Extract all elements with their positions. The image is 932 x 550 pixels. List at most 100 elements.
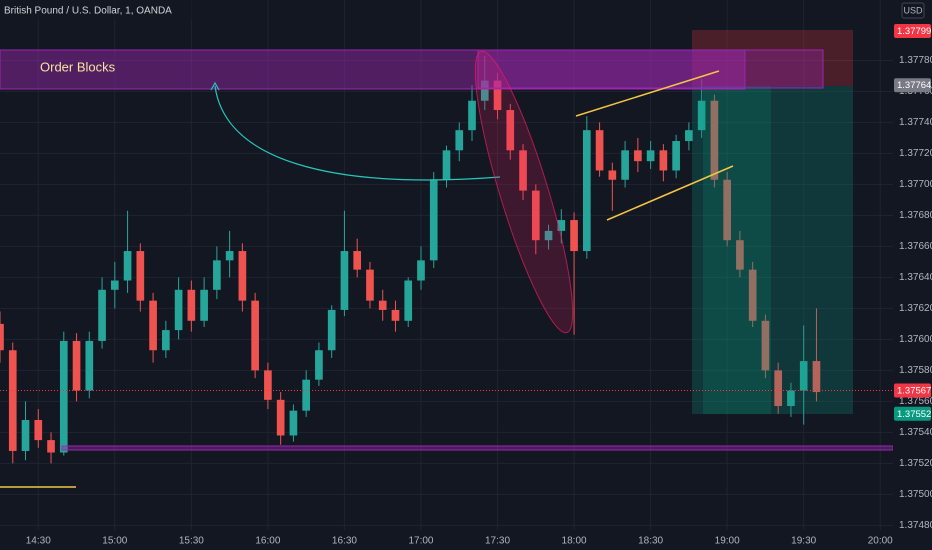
annotation: Order Blocks	[40, 59, 116, 74]
candle-body	[289, 410, 298, 436]
order-block-2	[477, 49, 824, 89]
candle-body	[327, 309, 336, 351]
currency: USD	[903, 5, 923, 15]
target-zone-inner	[703, 86, 771, 414]
x-tick-label: 19:30	[791, 536, 816, 547]
candle-body	[174, 289, 183, 331]
candle-body	[0, 323, 4, 351]
candle-body	[493, 80, 502, 111]
currency-box	[901, 2, 925, 19]
x-tick-label: 15:30	[179, 536, 204, 547]
ellipse	[474, 50, 574, 334]
candles	[0, 55, 821, 464]
stop-zone	[692, 30, 853, 86]
x-tick-label: 16:00	[255, 536, 280, 547]
candle-body	[799, 361, 808, 391]
candle-body	[812, 361, 821, 393]
x-tick-label: 14:30	[26, 536, 51, 547]
x-tick-label: 17:00	[408, 536, 433, 547]
candle-body	[149, 300, 157, 351]
x-tick-label: 20:00	[868, 536, 893, 547]
candle-body	[162, 330, 170, 351]
price-badge	[894, 383, 931, 398]
candle-body	[353, 251, 362, 270]
candle-body	[544, 230, 553, 241]
candle-body	[634, 150, 642, 162]
y-tick-label: 1.37640	[899, 272, 932, 283]
candle-body	[378, 300, 387, 310]
candle-body	[710, 100, 719, 180]
y-tick-label: 1.37620	[899, 303, 932, 314]
candle-body	[136, 251, 145, 301]
price-badge-label: 1.37799	[897, 26, 931, 37]
y-tick-label: 1.37500	[899, 489, 932, 500]
candle-body	[200, 289, 208, 321]
candle-body	[519, 150, 527, 191]
candle-body	[608, 170, 617, 180]
candle-body	[685, 130, 693, 142]
candle-body	[72, 340, 81, 391]
candle-body	[391, 309, 400, 321]
x-tick-label: 18:00	[562, 536, 587, 547]
candle-body	[748, 269, 757, 321]
axes: 1.374801.375001.375201.375401.375601.375…	[0, 23, 932, 547]
y-tick-label: 1.37700	[899, 179, 932, 190]
candle-body	[723, 179, 731, 241]
candle-body	[8, 350, 17, 451]
candle-body	[672, 141, 680, 171]
candle-body	[736, 240, 744, 270]
candle-body	[264, 370, 272, 400]
arrow-head	[210, 81, 220, 91]
y-tick-label: 1.37540	[899, 427, 932, 438]
y-tick-label: 1.37600	[899, 334, 932, 345]
candle-body	[366, 269, 374, 301]
y-tick-label: 1.37560	[899, 396, 932, 407]
candle-body	[557, 220, 566, 231]
candle-body	[429, 179, 438, 261]
candle-body	[455, 130, 464, 151]
candle-body	[774, 370, 783, 407]
candle-body	[646, 150, 655, 162]
candle-body	[187, 289, 196, 321]
y-tick-label: 1.37740	[899, 117, 932, 128]
candle-body	[583, 130, 591, 252]
drawings: Order Blocks	[0, 30, 894, 488]
candle-body	[697, 100, 706, 131]
candle-body	[442, 150, 451, 180]
order-block	[0, 49, 746, 90]
price-badge	[894, 78, 931, 93]
y-tick-label: 1.37580	[899, 365, 932, 376]
title-bg	[0, 0, 250, 20]
candle-body	[621, 150, 629, 180]
x-tick-label: 19:00	[715, 536, 740, 547]
channel-top	[575, 70, 720, 117]
candle-body	[213, 260, 221, 290]
target-zone	[692, 86, 853, 414]
price-badge-label: 1.37552	[897, 409, 931, 420]
x-tick-label: 18:30	[638, 536, 663, 547]
time-axis	[0, 533, 932, 550]
candle-body	[480, 80, 489, 101]
candle-body	[417, 260, 425, 281]
candle-body	[340, 251, 349, 310]
candle-body	[315, 350, 323, 380]
candle-body	[59, 340, 68, 453]
candle-body	[251, 300, 259, 371]
x-tick-label: 15:00	[102, 536, 127, 547]
candle-body	[302, 379, 310, 411]
support-block	[61, 445, 894, 451]
x-tick-label: 17:30	[485, 536, 510, 547]
candle-body	[468, 100, 476, 131]
y-tick-label: 1.37680	[899, 210, 932, 221]
price-badge	[894, 23, 931, 38]
candle-body	[659, 150, 668, 171]
candle-body	[787, 390, 795, 407]
x-tick-label: 16:30	[332, 536, 357, 547]
candle-body	[110, 280, 119, 290]
y-tick-label: 1.37480	[899, 520, 932, 531]
candle-body	[85, 340, 94, 391]
candle-body	[34, 419, 43, 441]
candle-body	[595, 130, 604, 171]
